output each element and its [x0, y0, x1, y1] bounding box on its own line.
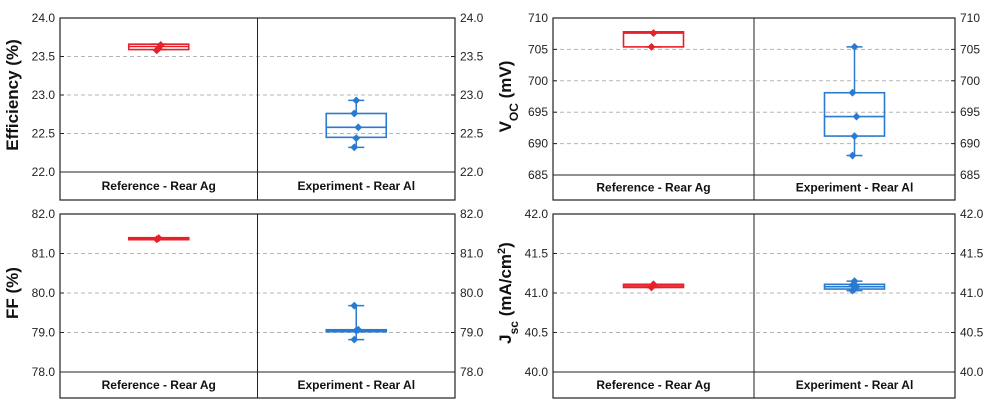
y-tick-label-left: 42.0: [525, 207, 549, 221]
y-tick-label-left: 22.0: [32, 165, 56, 179]
box-reference: [127, 234, 190, 244]
data-point: [350, 301, 359, 310]
data-point: [848, 151, 857, 160]
box-reference: [622, 280, 685, 292]
y-tick-label-right: 685: [960, 168, 980, 182]
category-label: Experiment - Rear Al: [796, 181, 914, 195]
category-label: Reference - Rear Ag: [596, 181, 710, 195]
y-tick-label-left: 41.5: [525, 247, 549, 261]
data-point: [649, 29, 658, 37]
category-label: Experiment - Rear Al: [297, 179, 415, 193]
y-tick-label-right: 700: [960, 74, 980, 88]
y-tick-label-right: 78.0: [460, 365, 484, 379]
y-tick-label-left: 41.0: [525, 286, 549, 300]
y-tick-label-left: 685: [528, 168, 548, 182]
data-point: [649, 280, 658, 289]
y-tick-label-right: 80.0: [460, 286, 484, 300]
y-tick-label-right: 24.0: [460, 11, 484, 25]
data-point: [350, 109, 359, 118]
y-tick-label-right: 81.0: [460, 247, 484, 261]
category-label: Reference - Rear Ag: [102, 179, 216, 193]
data-point: [352, 96, 361, 105]
data-point: [350, 335, 359, 344]
box-experiment: [325, 301, 388, 344]
category-label: Reference - Rear Ag: [102, 378, 216, 392]
y-tick-label-left: 690: [528, 137, 548, 151]
y-tick-label-right: 695: [960, 105, 980, 119]
data-point: [852, 112, 861, 121]
y-tick-label-left: 705: [528, 42, 548, 56]
iqr-box: [823, 91, 886, 137]
data-point: [156, 41, 165, 49]
box-experiment: [823, 277, 886, 295]
y-axis-title: Jsc (mA/cm2): [496, 242, 521, 344]
y-tick-label-right: 40.5: [960, 326, 984, 340]
y-axis-title: Efficiency (%): [3, 39, 22, 150]
y-tick-label-left: 82.0: [32, 207, 56, 221]
y-tick-label-left: 24.0: [32, 11, 56, 25]
y-tick-label-right: 82.0: [460, 207, 484, 221]
y-tick-label-left: 700: [528, 74, 548, 88]
data-point: [350, 143, 359, 152]
y-tick-label-right: 22.0: [460, 165, 484, 179]
y-tick-label-left: 40.5: [525, 326, 549, 340]
y-tick-label-right: 23.5: [460, 50, 484, 64]
data-point: [848, 88, 857, 97]
data-point: [354, 123, 363, 132]
y-tick-label-left: 23.5: [32, 50, 56, 64]
y-tick-label-left: 80.0: [32, 286, 56, 300]
chart-panel-4: 40.0 40.0 40.5 40.5 41.0 41.0 41.5 41.5 42.0 42.0…: [496, 207, 984, 399]
y-tick-label-left: 22.5: [32, 127, 56, 141]
box-experiment: [823, 42, 886, 160]
y-tick-label-left: 81.0: [32, 247, 56, 261]
y-tick-label-left: 78.0: [32, 365, 56, 379]
chart-panel-3: 78.0 78.0 79.0 79.0 80.0 80.0 81.0 81.0 82.0 82.0…: [3, 207, 484, 399]
data-point: [850, 132, 859, 140]
chart-panel-1: 22.0 22.0 22.5 22.5 23.0 23.0 23.5 23.5 24.0 24.0…: [3, 11, 484, 201]
y-tick-label-right: 42.0: [960, 207, 984, 221]
data-point: [850, 277, 859, 286]
y-tick-label-left: 40.0: [525, 365, 549, 379]
y-tick-label-right: 705: [960, 42, 980, 56]
y-tick-label-left: 23.0: [32, 88, 56, 102]
y-tick-label-right: 41.0: [960, 286, 984, 300]
y-tick-label-right: 79.0: [460, 326, 484, 340]
data-point: [647, 42, 656, 51]
category-label: Experiment - Rear Al: [796, 378, 914, 392]
y-tick-label-right: 690: [960, 137, 980, 151]
y-tick-label-left: 710: [528, 11, 548, 25]
y-tick-label-right: 23.0: [460, 88, 484, 102]
data-point: [850, 42, 859, 51]
category-label: Reference - Rear Ag: [596, 378, 710, 392]
data-point: [354, 325, 363, 334]
y-tick-label-left: 79.0: [32, 326, 56, 340]
data-point: [154, 234, 163, 243]
y-tick-label-right: 22.5: [460, 127, 484, 141]
y-axis-title: FF (%): [3, 267, 22, 319]
box-experiment: [325, 96, 388, 152]
y-tick-label-right: 41.5: [960, 247, 984, 261]
category-label: Experiment - Rear Al: [297, 378, 415, 392]
box-reference: [622, 29, 685, 51]
box-reference: [127, 41, 190, 55]
y-tick-label-left: 695: [528, 105, 548, 119]
y-tick-label-right: 40.0: [960, 365, 984, 379]
chart-panel-2: 685 685 690 690 695 695 700 700 705 705 710 710 Refe…: [496, 11, 980, 201]
y-axis-title: VOC (mV): [496, 61, 521, 133]
y-tick-label-right: 710: [960, 11, 980, 25]
data-point: [352, 134, 361, 143]
